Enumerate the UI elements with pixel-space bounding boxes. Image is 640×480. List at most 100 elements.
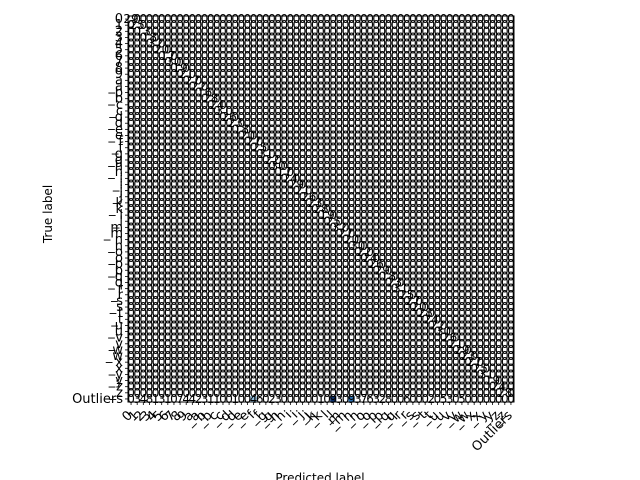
cell-value: 0 (250, 67, 258, 81)
cell-value: 0 (391, 24, 399, 38)
cell-value: 0 (348, 24, 356, 38)
cell-value: 0 (329, 12, 337, 26)
cell-value: 0 (366, 43, 374, 57)
cell-value: 0 (231, 73, 239, 87)
cell-value: 0 (195, 61, 203, 75)
cell-value: 0 (458, 43, 466, 57)
cell-value: 0 (231, 55, 239, 69)
cell-value: 0 (299, 30, 307, 44)
cell-value: 22 (191, 79, 206, 93)
cell-value: 0 (458, 67, 466, 81)
cell-value: 0 (287, 73, 295, 87)
cell-value: 0 (458, 18, 466, 32)
cell-value: 0 (287, 79, 295, 93)
cell-value: 0 (391, 67, 399, 81)
cell-value: 0 (385, 24, 393, 38)
cell-value: 0 (293, 12, 301, 26)
cell-value: 0 (464, 24, 472, 38)
cell-value: 0 (348, 67, 356, 81)
cell-value: 0 (483, 67, 491, 81)
cell-value: 0 (323, 12, 331, 26)
cell-value: 0 (434, 12, 442, 26)
cell-value: 0 (225, 73, 233, 87)
cell-value: 0 (201, 73, 209, 87)
cell-value: 0 (139, 73, 147, 87)
cell-value: 0 (507, 43, 515, 57)
cell-value: 0 (293, 79, 301, 93)
cell-value: 0 (476, 61, 484, 75)
cell-value: 0 (483, 37, 491, 51)
cell-value: 0 (403, 18, 411, 32)
cell-value: 0 (372, 30, 380, 44)
cell-value: 0 (440, 43, 448, 57)
cell-value: 0 (360, 73, 368, 87)
cell-value: 0 (311, 55, 319, 69)
cell-value: 0 (476, 12, 484, 26)
cell-value: 0 (470, 55, 478, 69)
cell-value: 0 (397, 49, 405, 63)
cell-value: 0 (452, 30, 460, 44)
cell-value: 18 (142, 30, 157, 44)
cell-value: 0 (489, 30, 497, 44)
cell-value: 0 (476, 73, 484, 87)
cell-value: 0 (483, 61, 491, 75)
cell-value: 0 (366, 67, 374, 81)
cell-value: 0 (182, 73, 190, 87)
cell-value: 0 (195, 49, 203, 63)
cell-value: 0 (317, 55, 325, 69)
cell-value: 0 (458, 37, 466, 51)
cell-value: 0 (146, 67, 154, 81)
cell-value: 0 (305, 12, 313, 26)
cell-value: 0 (348, 61, 356, 75)
cell-value: 20 (154, 43, 169, 57)
cell-value: 0 (189, 49, 197, 63)
cell-value: 0 (336, 12, 344, 26)
cell-value: 0 (415, 43, 423, 57)
cell-value: 0 (470, 12, 478, 26)
cell-value: 0 (158, 37, 166, 51)
cell-value: 0 (182, 18, 190, 32)
cell-value: 0 (452, 43, 460, 57)
cell-value: 0 (195, 24, 203, 38)
cell-value: 0 (470, 37, 478, 51)
cell-value: 0 (176, 79, 184, 93)
cell-value: 0 (274, 55, 282, 69)
cell-value: 0 (403, 67, 411, 81)
cell-value: 0 (476, 43, 484, 57)
cell-value: 0 (329, 37, 337, 51)
cell-value: 0 (219, 18, 227, 32)
cell-value: 0 (440, 61, 448, 75)
cell-value: 0 (507, 30, 515, 44)
cell-value: 0 (268, 55, 276, 69)
cell-value: 0 (427, 30, 435, 44)
cell-value: 0 (238, 67, 246, 81)
cell-value: 0 (397, 55, 405, 69)
cell-value: 0 (158, 18, 166, 32)
cell-value: 0 (440, 73, 448, 87)
cell-value: 0 (366, 24, 374, 38)
cell-value: 0 (293, 49, 301, 63)
cell-value: 0 (262, 12, 270, 26)
cell-value: 0 (219, 49, 227, 63)
cell-value: 0 (262, 37, 270, 51)
cell-value: 0 (189, 43, 197, 57)
cell-value: 0 (415, 37, 423, 51)
cell-value: 0 (495, 30, 503, 44)
cell-value: 0 (421, 43, 429, 57)
cell-value: 0 (415, 73, 423, 87)
cell-value: 0 (372, 55, 380, 69)
cell-value: 0 (397, 43, 405, 57)
cell-value: 0 (311, 24, 319, 38)
cell-value: 0 (415, 18, 423, 32)
cell-value: 0 (336, 49, 344, 63)
cell-value: 0 (262, 79, 270, 93)
cell-value: 0 (256, 12, 264, 26)
cell-value: 0 (501, 49, 509, 63)
cell-value: 0 (164, 43, 172, 57)
cell-value: 0 (415, 67, 423, 81)
cell-value: 0 (421, 73, 429, 87)
cell-value: 0 (311, 18, 319, 32)
cell-value: 0 (244, 67, 252, 81)
cell-value: 0 (262, 55, 270, 69)
cell-value: 0 (342, 61, 350, 75)
